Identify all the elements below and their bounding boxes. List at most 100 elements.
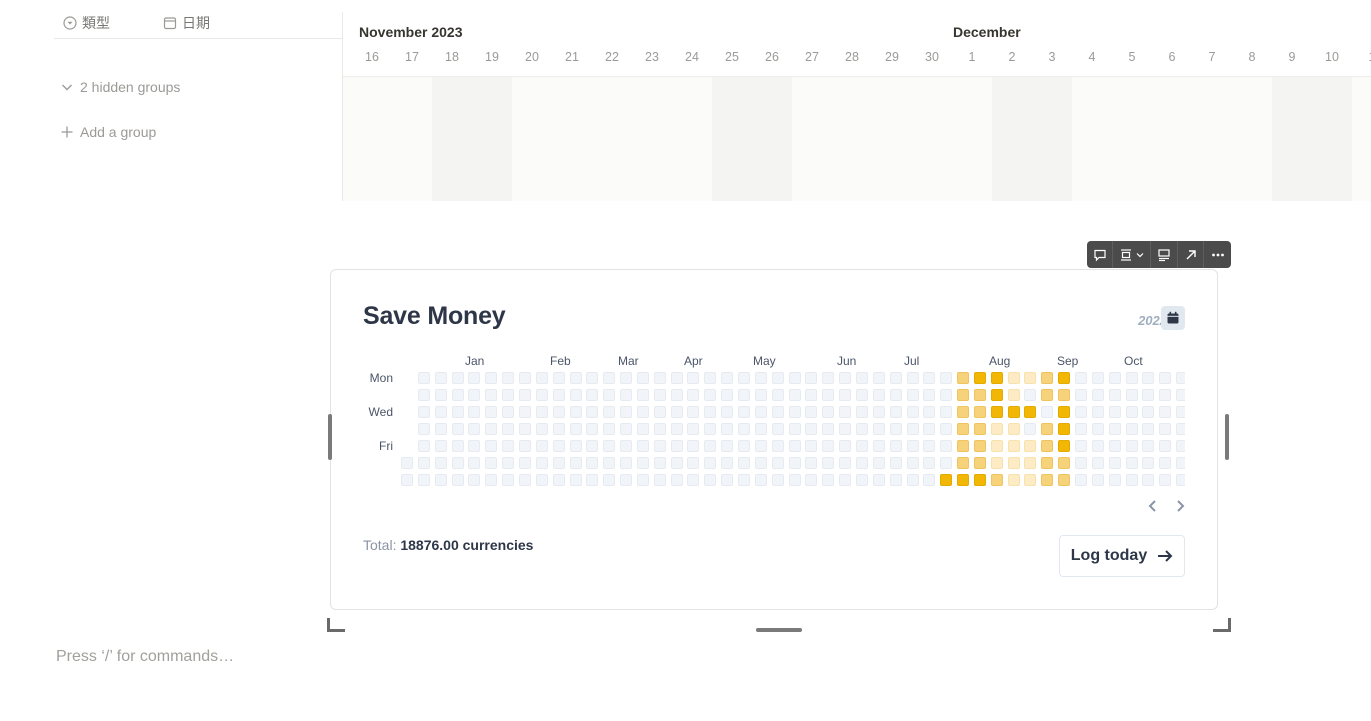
heatmap-cell[interactable]	[552, 406, 565, 418]
heatmap-cell[interactable]	[754, 389, 767, 401]
heatmap-cell[interactable]	[1058, 406, 1071, 418]
heatmap-cell[interactable]	[434, 474, 447, 486]
heatmap-cell[interactable]	[889, 474, 902, 486]
heatmap-cell[interactable]	[704, 389, 717, 401]
heatmap-cell[interactable]	[569, 389, 582, 401]
heatmap-cell[interactable]	[586, 440, 599, 452]
heatmap-cell[interactable]	[940, 440, 953, 452]
heatmap-cell[interactable]	[738, 372, 750, 384]
heatmap-cell[interactable]	[485, 389, 498, 401]
add-group-button[interactable]: Add a group	[60, 124, 156, 140]
heatmap-cell[interactable]	[1142, 389, 1155, 401]
heatmap-cell[interactable]	[738, 440, 750, 452]
heatmap-cell[interactable]	[855, 440, 868, 452]
heatmap-cell[interactable]	[855, 372, 868, 384]
heatmap-cell[interactable]	[434, 423, 447, 435]
heatmap-cell[interactable]	[1041, 474, 1054, 486]
heatmap-cell[interactable]	[552, 389, 565, 401]
heatmap-cell[interactable]	[855, 389, 868, 401]
resize-corner-bottom-left[interactable]	[327, 618, 345, 632]
next-button[interactable]	[1172, 498, 1188, 514]
heatmap-cell[interactable]	[535, 372, 548, 384]
heatmap-cell[interactable]	[1075, 457, 1087, 469]
heatmap-cell[interactable]	[957, 389, 970, 401]
heatmap-cell[interactable]	[1125, 440, 1138, 452]
heatmap-cell[interactable]	[754, 372, 767, 384]
heatmap-cell[interactable]	[1091, 406, 1104, 418]
heatmap-cell[interactable]	[1007, 457, 1020, 469]
heatmap-cell[interactable]	[1058, 372, 1071, 384]
heatmap-cell[interactable]	[569, 372, 582, 384]
property-type[interactable]: 類型	[63, 13, 110, 33]
heatmap-cell[interactable]	[906, 372, 919, 384]
heatmap-cell[interactable]	[721, 372, 734, 384]
heatmap-cell[interactable]	[535, 406, 548, 418]
heatmap-cell[interactable]	[1176, 474, 1185, 486]
heatmap-cell[interactable]	[451, 474, 464, 486]
heatmap-cell[interactable]	[738, 423, 750, 435]
heatmap-cell[interactable]	[670, 406, 683, 418]
heatmap-cell[interactable]	[451, 406, 464, 418]
heatmap-cell[interactable]	[552, 372, 565, 384]
heatmap-cell[interactable]	[990, 372, 1003, 384]
heatmap-cell[interactable]	[788, 423, 801, 435]
heatmap-cell[interactable]	[417, 440, 430, 452]
heatmap-cell[interactable]	[855, 474, 868, 486]
heatmap-cell[interactable]	[670, 389, 683, 401]
heatmap-cell[interactable]	[1108, 406, 1121, 418]
heatmap-cell[interactable]	[872, 423, 885, 435]
heatmap-cell[interactable]	[721, 406, 734, 418]
heatmap-cell[interactable]	[1176, 423, 1185, 435]
heatmap-cell[interactable]	[1159, 423, 1172, 435]
heatmap-cell[interactable]	[434, 440, 447, 452]
heatmap-cell[interactable]	[620, 474, 633, 486]
heatmap-cell[interactable]	[973, 457, 986, 469]
heatmap-cell[interactable]	[653, 389, 666, 401]
heatmap-cell[interactable]	[451, 440, 464, 452]
heatmap-cell[interactable]	[569, 406, 582, 418]
heatmap-cell[interactable]	[468, 372, 481, 384]
heatmap-cell[interactable]	[923, 389, 936, 401]
heatmap-cell[interactable]	[569, 457, 582, 469]
heatmap-cell[interactable]	[687, 372, 700, 384]
heatmap-cell[interactable]	[822, 440, 835, 452]
heatmap-cell[interactable]	[603, 457, 616, 469]
heatmap-cell[interactable]	[1024, 406, 1037, 418]
heatmap-cell[interactable]	[1091, 457, 1104, 469]
heatmap-cell[interactable]	[620, 372, 633, 384]
heatmap-cell[interactable]	[1125, 372, 1138, 384]
heatmap-cell[interactable]	[771, 474, 784, 486]
heatmap-cell[interactable]	[1041, 406, 1054, 418]
heatmap-cell[interactable]	[940, 372, 953, 384]
heatmap-cell[interactable]	[620, 423, 633, 435]
log-today-button[interactable]: Log today	[1059, 535, 1185, 577]
heatmap-cell[interactable]	[957, 457, 970, 469]
heatmap-cell[interactable]	[788, 372, 801, 384]
heatmap-cell[interactable]	[1091, 474, 1104, 486]
heatmap-cell[interactable]	[569, 440, 582, 452]
heatmap-cell[interactable]	[535, 423, 548, 435]
heatmap-cell[interactable]	[1159, 389, 1172, 401]
resize-handle-right[interactable]	[1225, 414, 1229, 460]
heatmap-cell[interactable]	[990, 423, 1003, 435]
heatmap-cell[interactable]	[1024, 440, 1037, 452]
heatmap-cell[interactable]	[788, 389, 801, 401]
heatmap-cell[interactable]	[923, 474, 936, 486]
align-button[interactable]	[1113, 241, 1151, 268]
heatmap-cell[interactable]	[1058, 423, 1071, 435]
heatmap-cell[interactable]	[805, 423, 818, 435]
heatmap-cell[interactable]	[1108, 474, 1121, 486]
heatmap-cell[interactable]	[653, 440, 666, 452]
heatmap-cell[interactable]	[822, 423, 835, 435]
heatmap-cell[interactable]	[417, 389, 430, 401]
heatmap-cell[interactable]	[1041, 440, 1054, 452]
heatmap-cell[interactable]	[1041, 389, 1054, 401]
heatmap-cell[interactable]	[1125, 457, 1138, 469]
heatmap-cell[interactable]	[1007, 474, 1020, 486]
heatmap-cell[interactable]	[670, 474, 683, 486]
heatmap-cell[interactable]	[1007, 423, 1020, 435]
heatmap-cell[interactable]	[518, 457, 531, 469]
heatmap-cell[interactable]	[704, 474, 717, 486]
heatmap-cell[interactable]	[906, 457, 919, 469]
heatmap-cell[interactable]	[923, 440, 936, 452]
